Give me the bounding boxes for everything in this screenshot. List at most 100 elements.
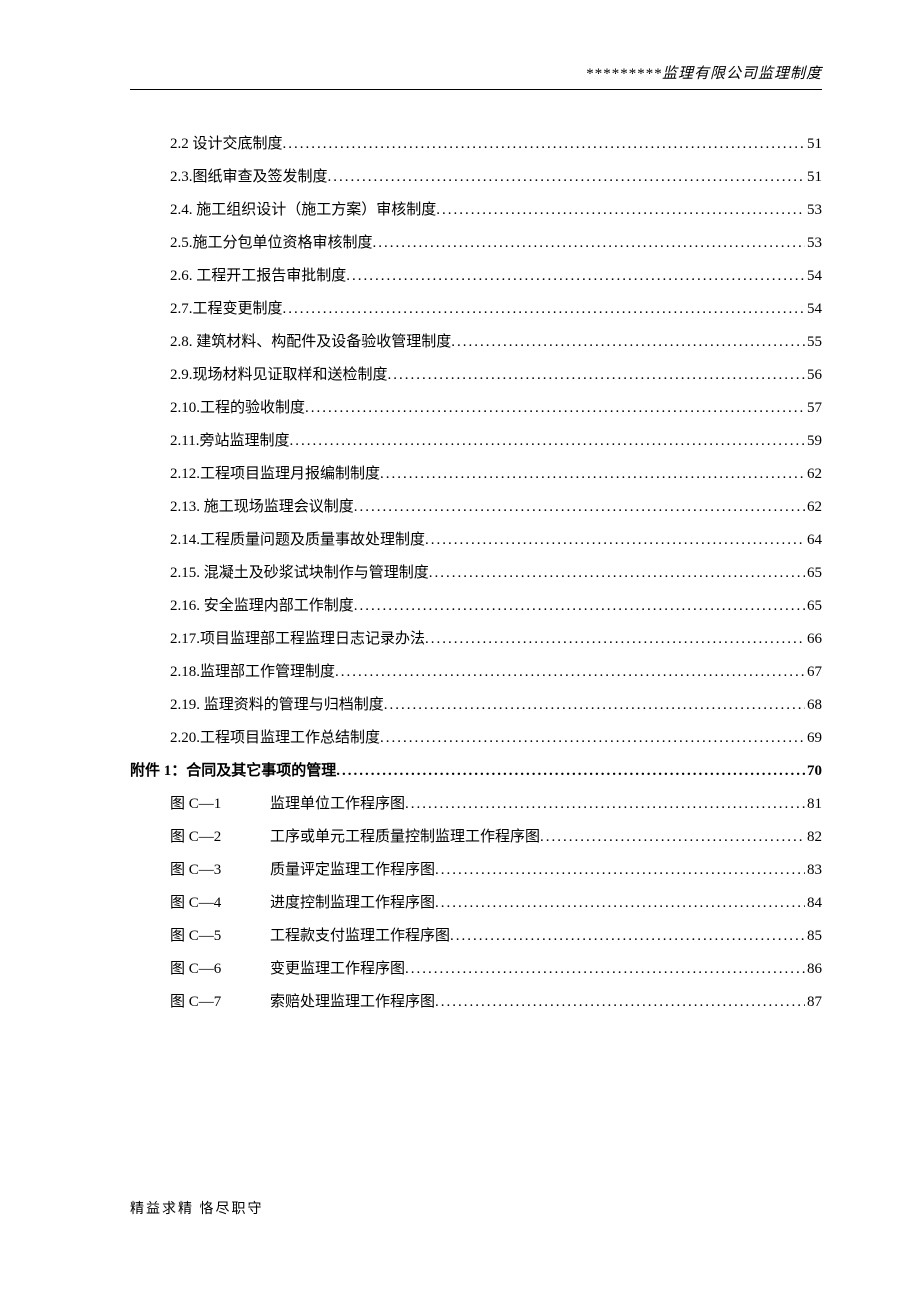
toc-leader — [380, 722, 805, 755]
toc-entry: 图 C—1监理单位工作程序图 81 — [130, 788, 822, 821]
page-header: *********监理有限公司监理制度 — [130, 62, 822, 90]
toc-figure-code: 图 C—7 — [170, 986, 270, 1019]
toc-leader — [335, 656, 805, 689]
toc-leader — [388, 359, 805, 392]
toc-entry: 2.2 设计交底制度51 — [130, 128, 822, 161]
toc-entry: 2.18.监理部工作管理制度67 — [130, 656, 822, 689]
toc-page-number: 53 — [805, 194, 822, 227]
toc-page-number: 66 — [805, 623, 822, 656]
toc-entry: 2.11.旁站监理制度59 — [130, 425, 822, 458]
toc-leader — [354, 590, 805, 623]
toc-leader — [435, 887, 805, 920]
toc-entry: 2.4. 施工组织设计（施工方案）审核制度 53 — [130, 194, 822, 227]
toc-label: 2.14.工程质量问题及质量事故处理制度 — [170, 524, 425, 557]
toc-entry: 2.12.工程项目监理月报编制制度 62 — [130, 458, 822, 491]
toc-entry: 2.20.工程项目监理工作总结制度69 — [130, 722, 822, 755]
toc-page-number: 68 — [805, 689, 822, 722]
toc-page-number: 84 — [805, 887, 822, 920]
toc-entry: 2.19. 监理资料的管理与归档制度 68 — [130, 689, 822, 722]
toc-page-number: 85 — [805, 920, 822, 953]
toc-entry: 图 C—4进度控制监理工作程序图84 — [130, 887, 822, 920]
toc-leader — [436, 194, 805, 227]
toc-leader — [305, 392, 805, 425]
toc-page-number: 65 — [805, 557, 822, 590]
toc-leader — [384, 689, 805, 722]
toc-figure-code: 图 C—5 — [170, 920, 270, 953]
toc-label: 2.11.旁站监理制度 — [170, 425, 289, 458]
toc-label: 2.5.施工分包单位资格审核制度 — [170, 227, 373, 260]
toc-entry: 2.10.工程的验收制度57 — [130, 392, 822, 425]
toc-page-number: 65 — [805, 590, 822, 623]
toc-leader — [380, 458, 805, 491]
toc-leader — [425, 524, 805, 557]
toc-page-number: 62 — [805, 458, 822, 491]
toc-label: 2.16. 安全监理内部工作制度 — [170, 590, 354, 623]
toc-label: 2.18.监理部工作管理制度 — [170, 656, 335, 689]
toc-label: 2.7.工程变更制度 — [170, 293, 283, 326]
page-footer: 精益求精 恪尽职守 — [130, 1198, 264, 1218]
toc-figure-code: 图 C—1 — [170, 788, 270, 821]
toc-container: 2.2 设计交底制度512.3.图纸审查及签发制度512.4. 施工组织设计（施… — [130, 128, 822, 1019]
toc-figure-code: 图 C—2 — [170, 821, 270, 854]
toc-page-number: 56 — [805, 359, 822, 392]
toc-label: 进度控制监理工作程序图 — [270, 887, 435, 920]
toc-leader — [283, 293, 805, 326]
toc-page-number: 64 — [805, 524, 822, 557]
toc-figure-code: 图 C—3 — [170, 854, 270, 887]
toc-leader — [450, 920, 805, 953]
toc-entry: 2.13. 施工现场监理会议制度62 — [130, 491, 822, 524]
toc-label: 2.19. 监理资料的管理与归档制度 — [170, 689, 384, 722]
toc-leader — [451, 326, 805, 359]
toc-label: 2.4. 施工组织设计（施工方案）审核制度 — [170, 194, 436, 227]
toc-label: 2.12.工程项目监理月报编制制度 — [170, 458, 380, 491]
toc-label: 工序或单元工程质量控制监理工作程序图 — [270, 821, 540, 854]
toc-leader — [425, 623, 805, 656]
toc-page-number: 87 — [805, 986, 822, 1019]
toc-label: 2.3.图纸审查及签发制度 — [170, 161, 328, 194]
toc-label: 2.13. 施工现场监理会议制度 — [170, 491, 354, 524]
toc-label: 监理单位工作程序图 — [270, 788, 405, 821]
toc-leader — [373, 227, 805, 260]
toc-page-number: 54 — [805, 293, 822, 326]
toc-page-number: 54 — [805, 260, 822, 293]
toc-entry: 2.8. 建筑材料、构配件及设备验收管理制度 55 — [130, 326, 822, 359]
toc-leader — [540, 821, 805, 854]
toc-leader — [346, 260, 805, 293]
toc-entry: 图 C—2工序或单元工程质量控制监理工作程序图 82 — [130, 821, 822, 854]
toc-label: 2.10.工程的验收制度 — [170, 392, 305, 425]
toc-label: 2.6. 工程开工报告审批制度 — [170, 260, 346, 293]
toc-leader — [405, 953, 805, 986]
toc-page-number: 53 — [805, 227, 822, 260]
toc-leader — [283, 128, 805, 161]
toc-entry: 2.17.项目监理部工程监理日志记录办法66 — [130, 623, 822, 656]
toc-leader — [405, 788, 805, 821]
toc-page-number: 82 — [805, 821, 822, 854]
toc-page-number: 86 — [805, 953, 822, 986]
toc-label: 2.9.现场材料见证取样和送检制度 — [170, 359, 388, 392]
toc-entry: 图 C—3质量评定监理工作程序图83 — [130, 854, 822, 887]
toc-page-number: 70 — [805, 755, 822, 788]
toc-label: 2.15. 混凝土及砂浆试块制作与管理制度 — [170, 557, 429, 590]
toc-page-number: 55 — [805, 326, 822, 359]
toc-page-number: 81 — [805, 788, 822, 821]
toc-label: 2.8. 建筑材料、构配件及设备验收管理制度 — [170, 326, 451, 359]
toc-label: 附件 1：合同及其它事项的管理 — [130, 755, 336, 788]
toc-label: 2.2 设计交底制度 — [170, 128, 283, 161]
toc-entry: 2.15. 混凝土及砂浆试块制作与管理制度 65 — [130, 557, 822, 590]
toc-leader — [328, 161, 805, 194]
toc-entry: 2.14.工程质量问题及质量事故处理制度 64 — [130, 524, 822, 557]
toc-entry: 2.3.图纸审查及签发制度 51 — [130, 161, 822, 194]
toc-label: 质量评定监理工作程序图 — [270, 854, 435, 887]
toc-figure-code: 图 C—6 — [170, 953, 270, 986]
toc-entry: 附件 1：合同及其它事项的管理 70 — [130, 755, 822, 788]
toc-leader — [435, 986, 805, 1019]
toc-entry: 图 C—7索赔处理监理工作程序图 87 — [130, 986, 822, 1019]
toc-entry: 2.9.现场材料见证取样和送检制度 56 — [130, 359, 822, 392]
toc-page-number: 69 — [805, 722, 822, 755]
toc-leader — [289, 425, 805, 458]
toc-label: 索赔处理监理工作程序图 — [270, 986, 435, 1019]
toc-entry: 2.7.工程变更制度 54 — [130, 293, 822, 326]
toc-entry: 2.16. 安全监理内部工作制度 65 — [130, 590, 822, 623]
toc-label: 工程款支付监理工作程序图 — [270, 920, 450, 953]
toc-page-number: 51 — [805, 161, 822, 194]
